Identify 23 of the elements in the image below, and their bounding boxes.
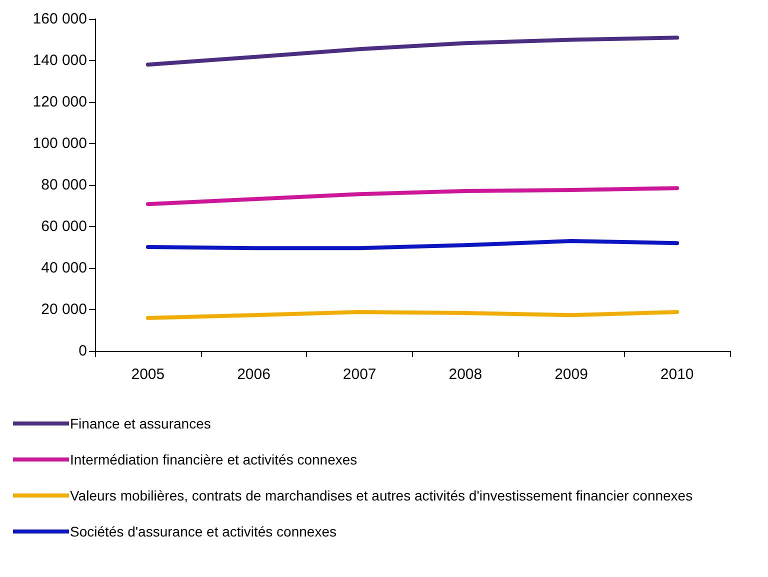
y-tick-label: 140 000 [32, 52, 87, 69]
legend-label: Sociétés d'assurance et activités connexes [70, 524, 336, 540]
y-tick-label: 100 000 [32, 135, 87, 152]
x-tick-label: 2005 [131, 366, 165, 383]
line-series [146, 186, 680, 206]
y-tick-label: 160 000 [32, 10, 87, 28]
x-tick-label: 2007 [342, 366, 376, 383]
legend-label: Intermédiation financière et activités connexes [70, 452, 358, 468]
y-tick-label: 120 000 [32, 94, 87, 110]
y-tick-label: 20 000 [41, 301, 87, 318]
legend-label: Finance et assurances [70, 416, 211, 432]
y-tick-label: 40 000 [41, 260, 87, 276]
legend-label: Valeurs mobilières, contrats de marchandises et autres activités d'investissement financier connexes [70, 488, 693, 504]
y-tick-label: 0 [78, 342, 87, 360]
line-series [146, 36, 680, 67]
y-tick-label: 60 000 [41, 218, 87, 235]
x-tick-label: 2010 [660, 366, 694, 383]
line-series [146, 239, 680, 250]
x-tick-label: 2009 [554, 366, 588, 383]
x-tick-label: 2008 [448, 366, 482, 383]
line-series [146, 310, 680, 320]
x-tick-label: 2006 [237, 366, 270, 383]
y-tick-label: 80 000 [41, 176, 87, 194]
